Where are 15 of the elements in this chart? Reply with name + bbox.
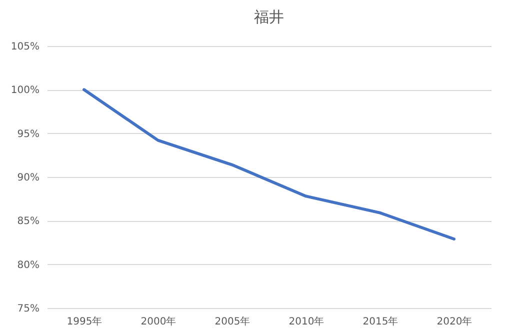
y-tick-label: 95% xyxy=(17,128,40,140)
y-tick-label: 85% xyxy=(17,216,40,228)
line-series xyxy=(82,88,456,241)
y-tick-label: 100% xyxy=(10,85,40,96)
x-tick-label: 2000年 xyxy=(140,316,176,328)
chart-title: 福井 xyxy=(254,8,284,26)
y-tick-label: 105% xyxy=(10,42,40,52)
x-tick-label: 2005年 xyxy=(214,316,250,328)
y-tick-label: 90% xyxy=(17,172,40,184)
x-tick-label: 2020年 xyxy=(436,316,472,328)
y-tick-label: 80% xyxy=(17,260,40,271)
x-tick-label: 1995年 xyxy=(66,316,102,328)
y-tick-label: 75% xyxy=(17,304,40,314)
x-tick-label: 2010年 xyxy=(288,316,324,328)
x-tick-label: 2015年 xyxy=(362,316,398,328)
